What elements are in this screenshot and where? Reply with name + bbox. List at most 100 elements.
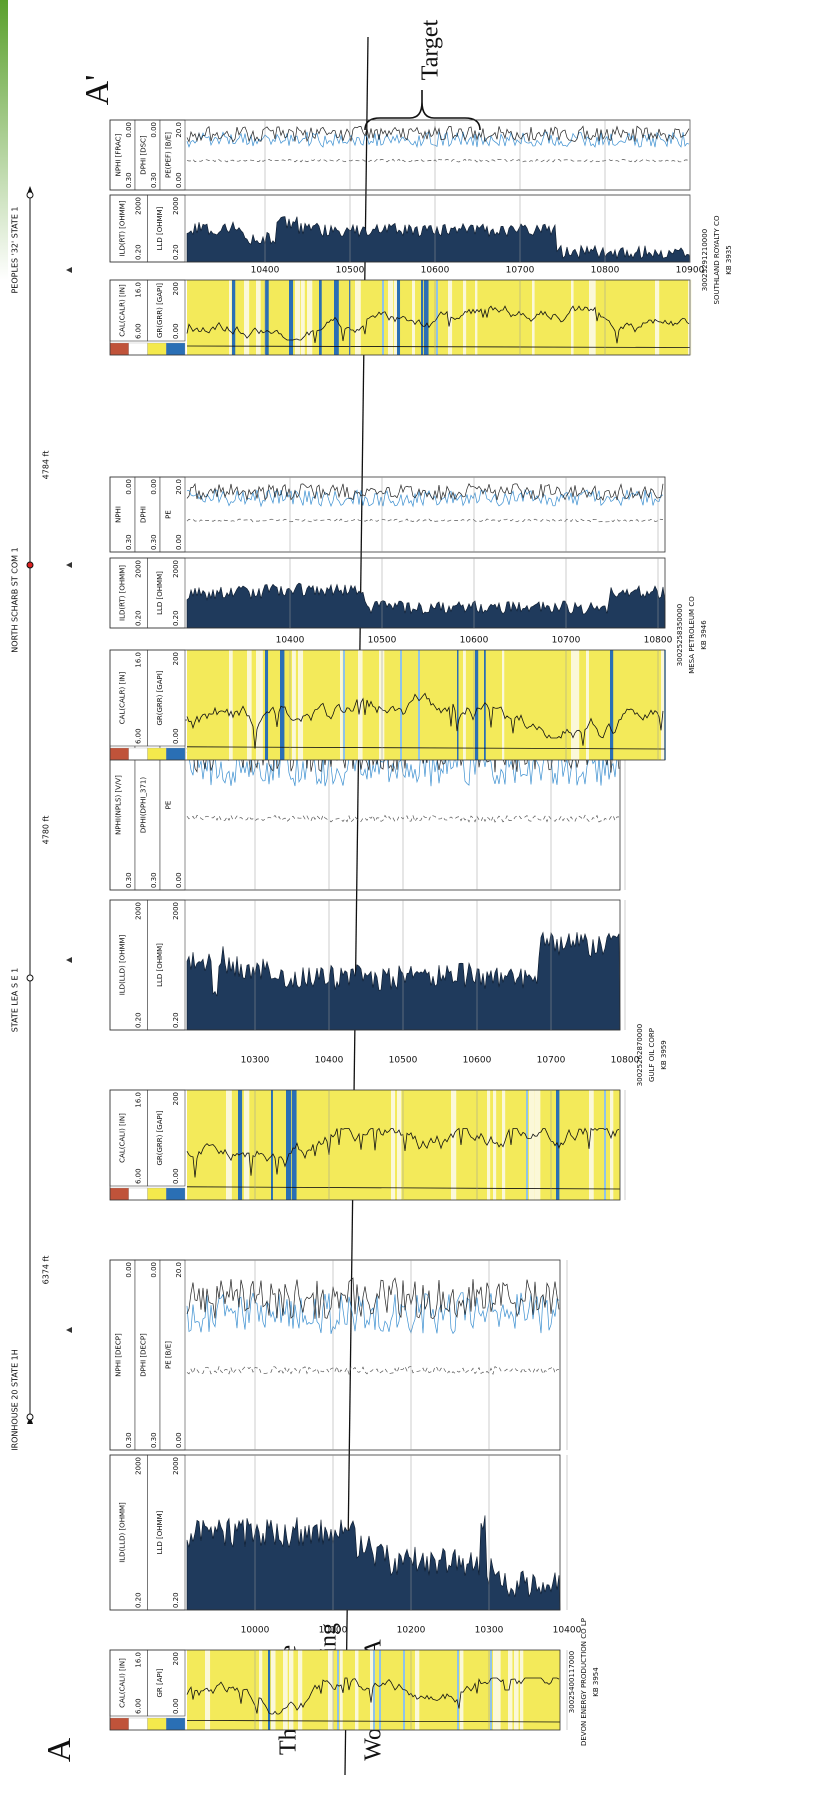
lithology-band xyxy=(520,1650,524,1730)
well-info: MESA PETROLEUM CO xyxy=(688,596,696,674)
porosity-curve xyxy=(186,131,690,149)
lithology-band xyxy=(292,1090,297,1200)
depth-label: 10600 xyxy=(421,266,450,276)
track-frame xyxy=(109,1089,621,1201)
curve-min: 0.00 xyxy=(172,323,180,339)
curve-name: DPHI(DPHI_371) xyxy=(139,777,147,833)
curve-name: CAL(CALI) [IN] xyxy=(118,1113,126,1163)
lithology-band xyxy=(334,280,339,355)
curve-name: GR(GRR) [GAPI] xyxy=(156,670,164,725)
depth-label: 10500 xyxy=(389,1056,418,1066)
color-key xyxy=(147,1187,167,1201)
lithology-band xyxy=(298,650,304,760)
porosity-curve xyxy=(186,1292,560,1335)
lithology-band xyxy=(508,1650,513,1730)
lithology-band xyxy=(244,1090,250,1200)
curve-max: 2000 xyxy=(172,902,180,920)
lithology-band xyxy=(451,1090,455,1200)
resistivity-fill xyxy=(186,216,691,263)
curve-min: 0.00 xyxy=(175,872,183,888)
depth-label: 10000 xyxy=(241,1626,270,1636)
lithology-band xyxy=(289,1650,294,1730)
well-marker xyxy=(26,1413,34,1421)
depth-label: 10700 xyxy=(537,1056,566,1066)
curve-name: NPHI xyxy=(114,506,122,523)
lithology-band xyxy=(328,1650,334,1730)
color-key xyxy=(109,342,129,356)
curve-name: DPHI xyxy=(139,506,147,523)
curve-max: 16.0 xyxy=(135,1652,143,1668)
well-name: NORTH SCHARB ST COM 1 xyxy=(11,547,20,652)
well-name: STATE LEA S E 1 xyxy=(11,968,20,1033)
porosity-curve xyxy=(186,1277,560,1320)
well-symbol xyxy=(66,1327,72,1333)
depth-label: 10700 xyxy=(506,266,535,276)
lithology-band xyxy=(463,650,466,760)
lithology-band xyxy=(298,1650,303,1730)
lithology-band xyxy=(415,1650,420,1730)
curve-min: 0.30 xyxy=(150,172,158,188)
well-name: PEOPLES '32' STATE 1 xyxy=(11,206,20,293)
lithology-band xyxy=(484,650,486,760)
well-info: KB 3959 xyxy=(660,1040,668,1069)
lithology-band xyxy=(460,1650,464,1730)
curve-max: 20.0 xyxy=(175,479,183,495)
lithology-band xyxy=(205,1650,211,1730)
curve-name: ILD(LLD) [OHMM] xyxy=(118,934,126,995)
curve-name: CAL(CALR) [IN] xyxy=(118,671,126,724)
lithology-band xyxy=(487,1090,491,1200)
curve-max: 200 xyxy=(172,282,180,295)
depth-label: 10400 xyxy=(553,1626,582,1636)
curve-min: 0.30 xyxy=(125,872,133,888)
lithology-band xyxy=(268,1650,271,1730)
curve-name: CAL(CALR) [IN] xyxy=(118,284,126,337)
curve-max: 16.0 xyxy=(135,282,143,298)
color-key xyxy=(147,747,167,761)
track-frame xyxy=(109,476,666,553)
lithology-band xyxy=(610,650,614,760)
lithology-band xyxy=(496,1650,501,1730)
curve-min: 0.30 xyxy=(125,172,133,188)
depth-label: 10400 xyxy=(276,636,305,646)
depth-label: 10400 xyxy=(315,1056,344,1066)
depth-label: 10200 xyxy=(397,1626,426,1636)
color-key xyxy=(109,1717,129,1731)
curve-name: LLD [OHMM] xyxy=(156,943,164,987)
color-key xyxy=(147,1717,167,1731)
color-key xyxy=(109,1187,129,1201)
curve-min: 0.30 xyxy=(150,1432,158,1448)
curve-max: 2000 xyxy=(135,902,143,920)
curve-name: PE xyxy=(164,801,172,810)
lithology-band xyxy=(391,1090,396,1200)
color-key xyxy=(166,342,186,356)
lithology-band xyxy=(475,280,478,355)
color-key xyxy=(166,1187,186,1201)
curve-max: 20.0 xyxy=(175,1262,183,1278)
lithology-band xyxy=(238,1090,243,1200)
depth-label: 10600 xyxy=(463,1056,492,1066)
curve-min: 0.30 xyxy=(150,872,158,888)
color-key xyxy=(147,342,167,356)
well-info: DEVON ENERGY PRODUCTION CO LP xyxy=(580,1618,588,1746)
well-info: 30025400117000 xyxy=(568,1651,576,1713)
lithology-band xyxy=(589,1090,594,1200)
depth-label: 10100 xyxy=(319,1626,348,1636)
curve-max: 2000 xyxy=(172,197,180,215)
header-cell xyxy=(109,1454,148,1611)
depth-label: 10800 xyxy=(611,1056,640,1066)
depth-label: 10800 xyxy=(644,636,673,646)
lithology-band xyxy=(229,650,233,760)
scan-edge xyxy=(0,0,8,280)
lithology-band xyxy=(244,280,250,355)
curve-max: 200 xyxy=(172,652,180,665)
color-key xyxy=(166,747,186,761)
lithology-band xyxy=(400,650,402,760)
track-frame xyxy=(109,1454,561,1611)
color-key xyxy=(166,1717,186,1731)
curve-max: 20.0 xyxy=(175,122,183,138)
lithology-band xyxy=(319,280,322,355)
well-symbol xyxy=(66,562,72,568)
curve-name: LLD [OHMM] xyxy=(156,1510,164,1554)
lithology-band xyxy=(535,1090,541,1200)
